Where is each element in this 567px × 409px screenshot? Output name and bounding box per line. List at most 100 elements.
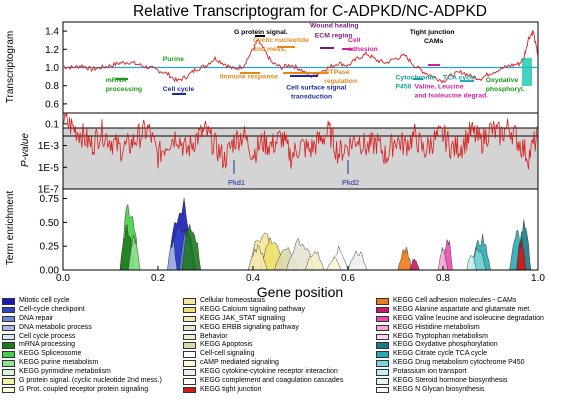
legend-swatch: [2, 324, 15, 332]
annotation-label: Cell surface signal: [286, 84, 346, 91]
pvalue-ylabel: P-value: [20, 133, 31, 167]
transcriptogram-ylabel: Transcriptogram: [5, 31, 16, 103]
legend-label: Cell-cell signaling: [200, 350, 255, 358]
annotation-label: adhesion: [348, 46, 378, 53]
legend-swatch: [2, 386, 15, 394]
legend-swatch: [183, 324, 196, 332]
annotation-label: transduction: [291, 93, 332, 100]
annotation-label: Cytochrome: [396, 74, 436, 81]
legend-label: DNA repair: [19, 314, 54, 322]
annotation-label: Oxydative: [486, 77, 519, 84]
annotation-label: Cell: [348, 37, 361, 44]
legend-swatch: [2, 351, 15, 358]
legend-swatch: [376, 298, 389, 305]
y-tick-label: 1E-3: [38, 141, 60, 152]
annotation-label: Wound healing: [310, 22, 359, 29]
enrichment-areas: [119, 197, 532, 271]
annotation-label: GTPase: [324, 69, 350, 76]
legend-swatch: [376, 333, 389, 341]
legend-swatch: [376, 369, 389, 376]
annotation-label: Cyclic nucleotide: [253, 37, 309, 44]
y-tick-label: 0.1: [45, 119, 59, 130]
legend-label: G protein signal. (cyclic nucleotide 2nd…: [19, 377, 162, 385]
annotation-label: TCA cycle: [443, 74, 476, 81]
legend-swatch: [376, 306, 389, 314]
annotation-label: Tight junction: [410, 29, 455, 36]
x-tick-label: 0.2: [151, 273, 165, 284]
enrichment-area: [397, 246, 413, 271]
legend-label: KEGG Drug metabolism cytochrome P450: [393, 359, 525, 367]
legend-swatch: [376, 386, 389, 394]
legend-label: KEGG Citrate cycle TCA cycle: [393, 350, 488, 358]
y-tick-label: 1E-5: [38, 163, 60, 174]
legend-swatch: [2, 342, 15, 349]
pvalue-line: [62, 113, 538, 170]
legend-label: Mitotic cell cycle: [19, 297, 70, 304]
legend-swatch: [376, 378, 389, 385]
x-axis-label: Gene position: [257, 284, 343, 300]
x-tick-label: 0.6: [341, 273, 355, 284]
annotation-label: and Isoleucine degrad.: [415, 93, 489, 100]
enrichment-area: [167, 239, 178, 271]
legend-swatch: [183, 351, 196, 358]
legend-label: KEGG Steroid hormone biosynthesis: [393, 377, 508, 385]
legend-label: Cell-cycle checkpoint: [19, 305, 85, 313]
legend-label: KEGG Apoptosis: [200, 341, 253, 349]
transcriptogram-annotations: G protein signal. Wound healing ECM region…: [106, 22, 525, 100]
annotation-label: mRNA: [106, 77, 127, 84]
annotation-label: G protein signal.: [234, 29, 288, 36]
legend-label: KEGG cytokine-cytokine receptor interact…: [200, 368, 338, 376]
legend-swatch: [2, 369, 15, 376]
legend-label: KEGG Tryptophan metabolism: [393, 332, 488, 340]
transcriptogram-yticks: 0.6 0.8 1.0 1.2 1.4: [45, 27, 67, 110]
legend: Mitotic cell cycle Cell-cycle checkpoint D…: [0, 297, 567, 409]
legend-label: KEGG Spliceosome: [19, 350, 82, 358]
legend-label: Cellular homeostasis: [200, 297, 265, 304]
gene-marker-label: Pkd2: [342, 178, 359, 187]
pvalue-panel: P-value 0.1 1E-3 1E-5 1E-7 Pkd1 Pkd2: [20, 112, 539, 196]
enrichment-area: [247, 244, 268, 271]
enrichment-area: [181, 223, 202, 271]
enrichment-area: [438, 247, 449, 271]
legend-swatch: [2, 378, 15, 385]
annotation-label: processing: [106, 86, 142, 93]
legend-swatch: [376, 324, 389, 332]
annotation-label: P450: [396, 83, 412, 90]
legend-label: cAMP mediated signaling: [200, 359, 279, 367]
legend-label: KEGG Oxydative phosphorylation: [393, 341, 498, 349]
enrichment-area: [326, 256, 342, 271]
legend-label: KEGG Alanine aspartate and glutamate met…: [393, 305, 532, 313]
legend-swatch: [183, 342, 196, 349]
gene-marker-label: Pkd1: [228, 178, 245, 187]
enrichment-area: [128, 235, 141, 271]
x-tick-label: 1.0: [531, 273, 545, 284]
transcriptogram-panel: Transcriptogram 0.6 0.8 1.0 1.2 1.4 G protei…: [5, 21, 539, 114]
chart-title: Relative Transcriptogram for C-ADPKD/NC-…: [133, 3, 487, 20]
y-tick-label: 0.8: [45, 81, 59, 92]
legend-swatch: [2, 360, 15, 367]
legend-label: KEGG complement and coagulation cascades: [200, 377, 344, 385]
legend-swatch: [2, 315, 15, 323]
annotation-markers: [116, 35, 532, 95]
legend-swatch: [183, 378, 196, 385]
legend-swatch: [183, 333, 196, 341]
annotation-label: Immune response: [220, 73, 278, 80]
annotation-label: CAMs: [424, 38, 443, 45]
legend-swatch: [376, 315, 389, 323]
legend-swatch: [183, 315, 196, 323]
legend-swatch: [2, 333, 15, 341]
annotation-label: Purine: [163, 56, 184, 63]
legend-label: KEGG pyrimidine metabolism: [19, 368, 111, 376]
legend-label: KEGG JAK_STAT signaling: [200, 314, 286, 322]
y-tick-label: 0.25: [40, 242, 60, 253]
legend-swatch: [376, 342, 389, 349]
legend-label: KEGG N Glycan biosynthesis: [393, 385, 485, 393]
legend-swatch: [376, 351, 389, 358]
legend-swatch: [376, 360, 389, 367]
legend-label: KEGG tight junction: [200, 385, 262, 393]
enrichment-area: [409, 258, 420, 271]
y-tick-label: 0.75: [40, 194, 60, 205]
legend-label: mRNA processing: [19, 341, 76, 349]
legend-swatch: [183, 369, 196, 376]
x-tick-label: 0.0: [56, 273, 70, 284]
